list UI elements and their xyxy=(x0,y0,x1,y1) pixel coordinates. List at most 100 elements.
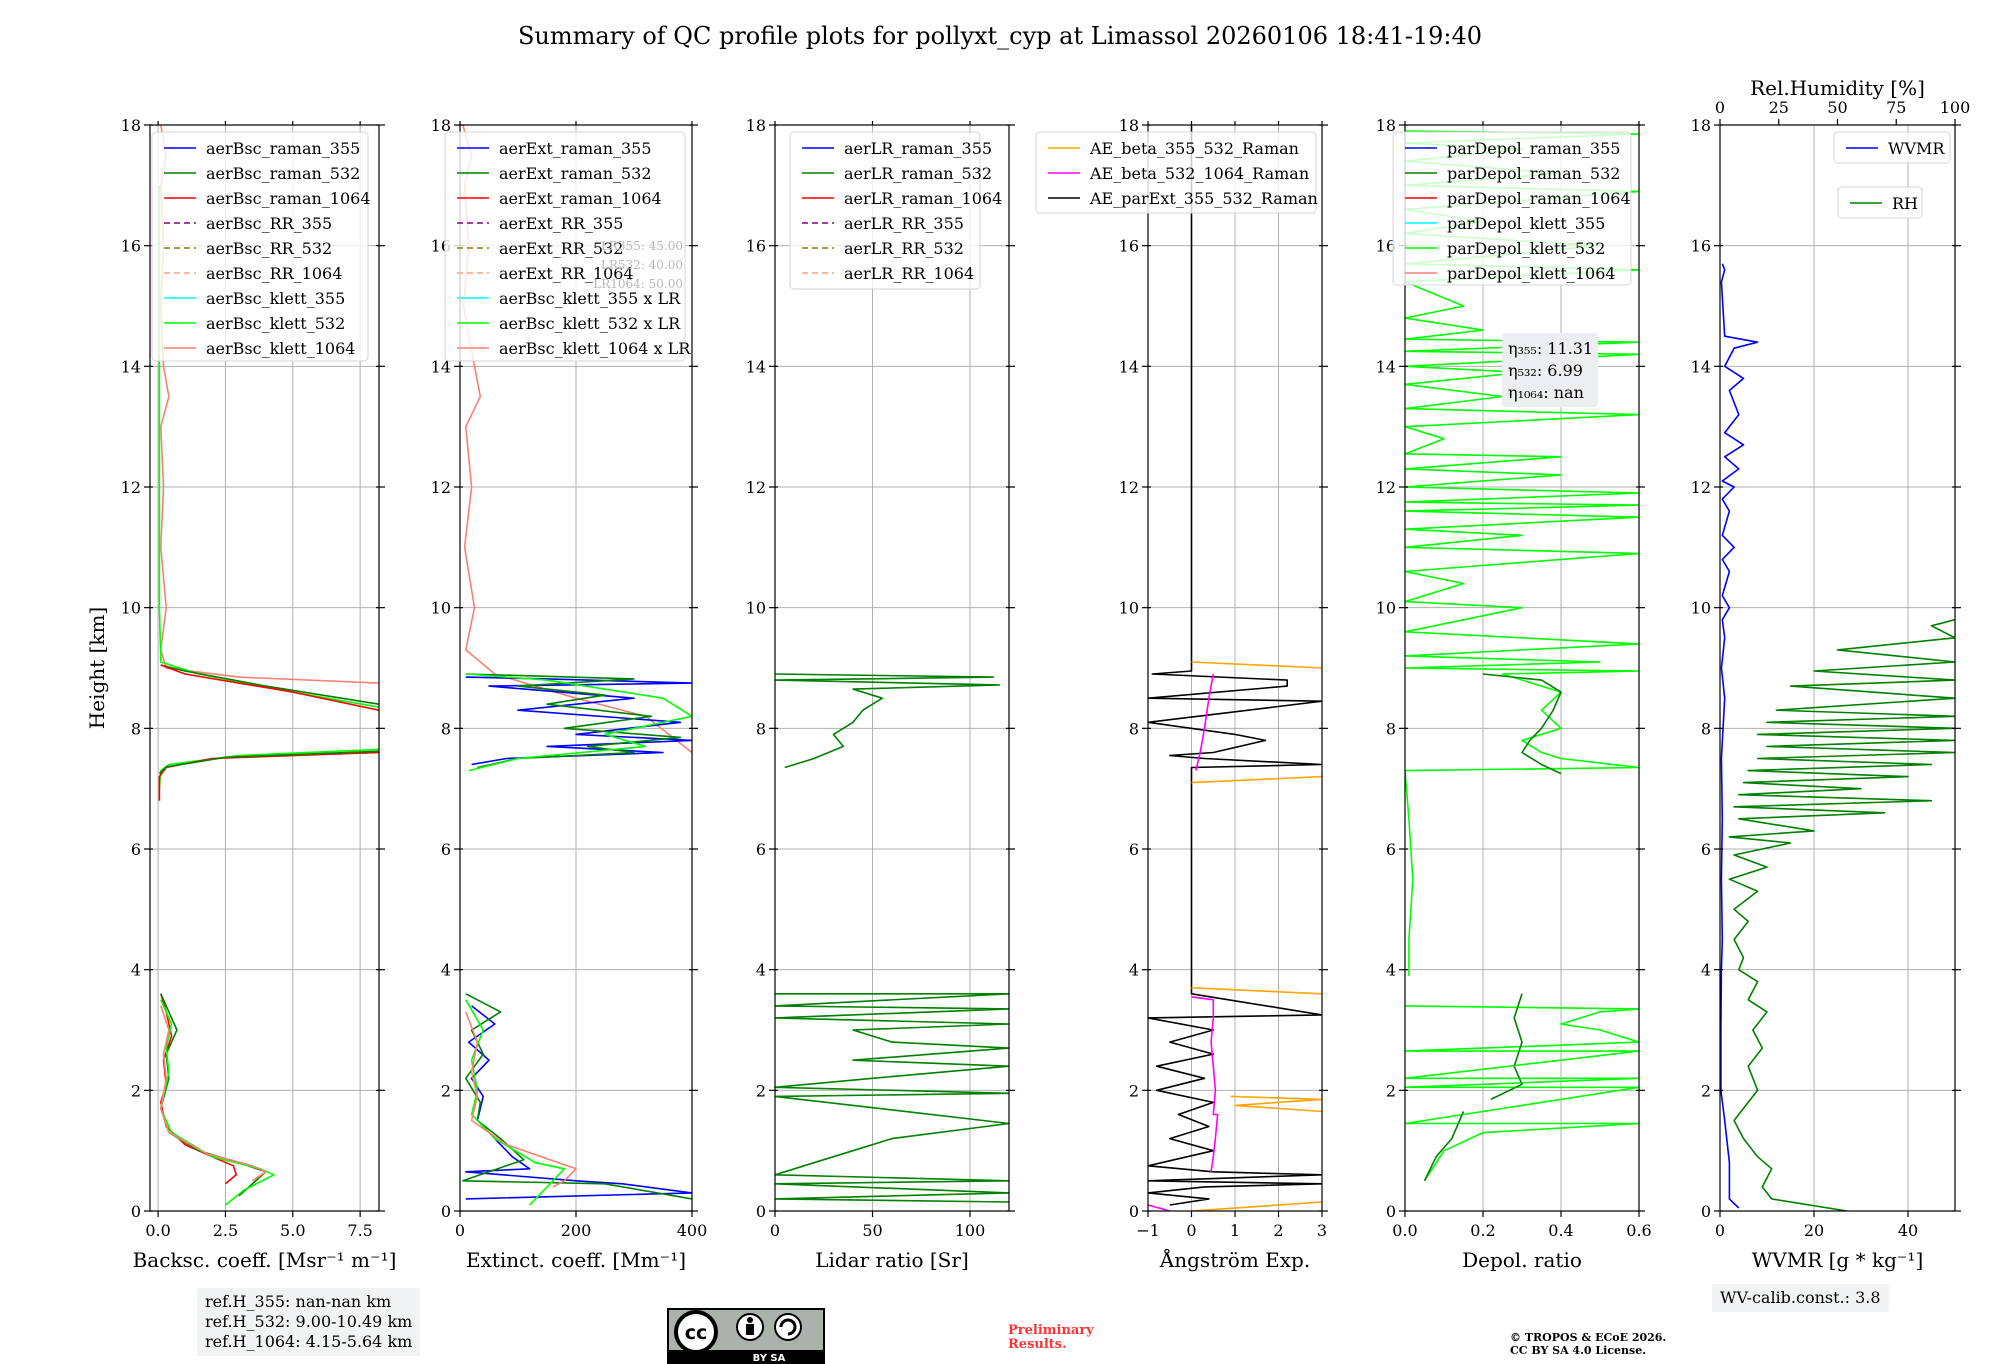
series-aerExt_raman_532_low xyxy=(462,993,692,1200)
legend-box xyxy=(151,131,369,362)
legend-label: aerExt_raman_355 xyxy=(499,139,652,158)
legend-label: parDepol_raman_1064 xyxy=(1447,189,1631,208)
legend-box xyxy=(1035,131,1317,214)
series-AE_beta_532_1064_Raman_low xyxy=(1191,996,1219,1172)
y-tick-label: 4 xyxy=(441,961,451,980)
legend-label: aerBsc_klett_1064 x LR xyxy=(499,339,691,358)
y-tick-label: 18 xyxy=(746,116,766,135)
y-tick-label: 4 xyxy=(131,961,141,980)
y-tick-label: 18 xyxy=(431,116,451,135)
lr-note: LR532: 40.00 xyxy=(601,258,683,272)
y-tick-label: 0 xyxy=(441,1202,451,1221)
copyright-line-1: © TROPOS & ECoE 2026. xyxy=(1510,1331,1667,1344)
y-tick-label: 16 xyxy=(121,237,141,256)
series-aerLR_raman_532 xyxy=(775,673,1001,769)
series-aerBsc_raman_1064_low xyxy=(160,993,237,1185)
legend-label: parDepol_klett_532 xyxy=(1447,239,1605,258)
y-tick-label: 2 xyxy=(756,1081,766,1100)
cc-label: BY SA xyxy=(753,1353,786,1364)
eta-note: η₅₃₂: 6.99 xyxy=(1508,361,1583,380)
x-tick-label: 0.4 xyxy=(1548,1221,1573,1240)
axes-frame xyxy=(1719,124,1956,1212)
series-aerBsc_raman_1064_b xyxy=(158,751,379,801)
x-tick-label: 20 xyxy=(1804,1221,1824,1240)
y-tick-label: 10 xyxy=(1376,599,1396,618)
copyright-line-2: CC BY SA 4.0 License. xyxy=(1510,1344,1647,1357)
ref-h-532: ref.H_532: 9.00-10.49 km xyxy=(205,1312,413,1331)
top-x-axis-label: Rel.Humidity [%] xyxy=(1750,76,1925,100)
legend-label: RH xyxy=(1892,194,1918,213)
legend-box xyxy=(1833,131,1951,164)
x-tick-label: 40 xyxy=(1898,1221,1918,1240)
y-tick-label: 10 xyxy=(121,599,141,618)
x-tick-label: 100 xyxy=(955,1221,986,1240)
y-tick-label: 6 xyxy=(756,840,766,859)
y-tick-label: 10 xyxy=(746,599,766,618)
legend-label: aerExt_raman_532 xyxy=(499,164,652,183)
series-aerBsc_raman_532_b xyxy=(158,750,379,775)
y-tick-label: 18 xyxy=(1119,116,1139,135)
y-tick-label: 18 xyxy=(1376,116,1396,135)
svg-text:cc: cc xyxy=(685,1322,708,1344)
y-tick-label: 16 xyxy=(1691,237,1711,256)
legend-label: aerLR_RR_532 xyxy=(844,239,964,258)
legend-label: AE_beta_532_1064_Raman xyxy=(1089,164,1309,183)
x-axis-label: Ångström Exp. xyxy=(1159,1247,1310,1272)
legend-label: aerExt_raman_1064 xyxy=(499,189,662,208)
legend-label: aerBsc_RR_532 xyxy=(206,239,332,258)
eta-note: η₁₀₆₄: nan xyxy=(1508,383,1584,402)
legend-label: aerBsc_klett_355 x LR xyxy=(499,289,681,308)
y-tick-label: 10 xyxy=(431,599,451,618)
eta-box xyxy=(1502,333,1598,407)
legend-label: parDepol_klett_355 xyxy=(1447,214,1605,233)
y-tick-label: 14 xyxy=(1691,357,1711,376)
x-tick-label: 0.0 xyxy=(1392,1221,1417,1240)
legend-label: aerLR_raman_532 xyxy=(844,164,992,183)
y-tick-label: 8 xyxy=(131,719,141,738)
series-aerExt_raman_355_low xyxy=(464,1005,692,1200)
top-x-tick-label: 100 xyxy=(1940,98,1971,117)
legend-label: aerBsc_klett_355 xyxy=(206,289,345,308)
legend-box xyxy=(444,131,686,362)
y-axis-label: Height [km] xyxy=(85,607,109,729)
series-group xyxy=(158,125,379,1206)
legend-label: parDepol_raman_355 xyxy=(1447,139,1620,158)
series-group xyxy=(1720,263,1955,1211)
y-tick-label: 12 xyxy=(1691,478,1711,497)
y-tick-label: 14 xyxy=(1119,357,1139,376)
y-tick-label: 0 xyxy=(131,1202,141,1221)
y-tick-label: 2 xyxy=(1129,1081,1139,1100)
y-tick-label: 2 xyxy=(131,1081,141,1100)
series-AE_parExt_355_532_Raman xyxy=(1148,125,1322,1206)
x-tick-label: 400 xyxy=(677,1221,708,1240)
legend-label: aerBsc_klett_1064 xyxy=(206,339,355,358)
series-aerBsc_klett_532 x LR xyxy=(465,673,692,772)
legend-label: aerBsc_raman_1064 xyxy=(206,189,371,208)
x-tick-label: 3 xyxy=(1317,1221,1327,1240)
legend-label: AE_beta_355_532_Raman xyxy=(1089,139,1299,158)
legend-label: aerExt_RR_1064 xyxy=(499,264,634,283)
y-tick-label: 14 xyxy=(1376,357,1396,376)
series-AE_beta_355_532_Raman_c xyxy=(1191,987,1322,995)
legend-box xyxy=(1392,131,1632,286)
lr-note: LR355: 45.00 xyxy=(601,239,683,253)
x-tick-label: 0.6 xyxy=(1626,1221,1651,1240)
y-tick-label: 6 xyxy=(441,840,451,859)
legend-label: parDepol_raman_532 xyxy=(1447,164,1620,183)
legend-label: aerLR_RR_1064 xyxy=(844,264,974,283)
y-tick-label: 6 xyxy=(131,840,141,859)
y-tick-label: 10 xyxy=(1691,599,1711,618)
y-tick-label: 6 xyxy=(1701,840,1711,859)
y-tick-label: 14 xyxy=(431,357,451,376)
series-group xyxy=(775,673,1009,1203)
series-RH xyxy=(1728,618,1955,1211)
y-tick-label: 8 xyxy=(1701,719,1711,738)
y-tick-label: 6 xyxy=(1129,840,1139,859)
y-tick-label: 4 xyxy=(1386,961,1396,980)
y-tick-label: 10 xyxy=(1119,599,1139,618)
series-aerBsc_klett_532_low xyxy=(160,999,275,1206)
series-parDepol_raman_532 xyxy=(1482,673,1562,775)
preliminary-line-2: Results. xyxy=(1008,1337,1067,1352)
